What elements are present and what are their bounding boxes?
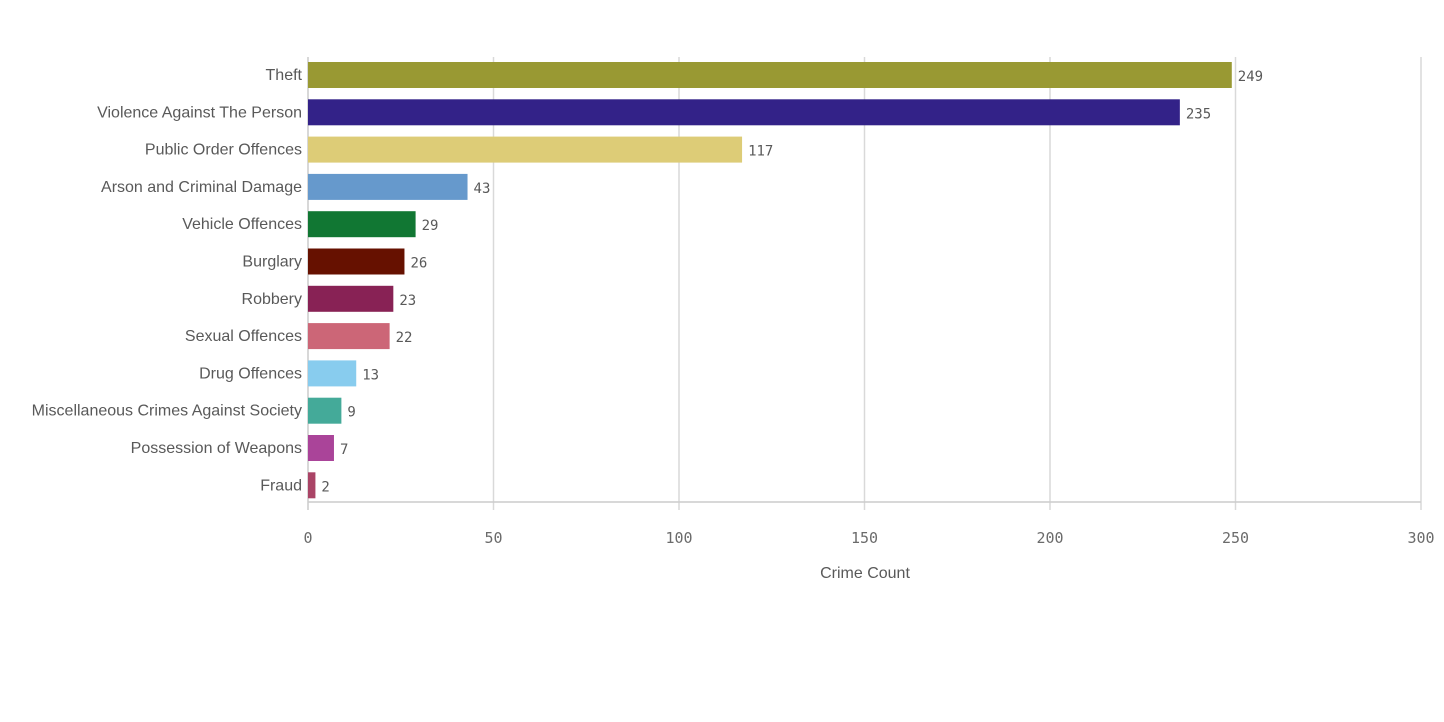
bar[interactable] (308, 397, 342, 424)
x-tick-label: 250 (1222, 529, 1249, 547)
value-label: 43 (474, 181, 491, 197)
category-label: Drug Offences (199, 365, 302, 382)
x-axis-title: Crime Count (820, 565, 910, 582)
x-tick-label: 0 (303, 529, 312, 547)
bar[interactable] (308, 211, 416, 238)
category-label: Fraud (260, 477, 302, 494)
category-label: Burglary (242, 254, 302, 271)
x-tick-label: 50 (484, 529, 502, 547)
x-tick-label: 200 (1036, 529, 1063, 547)
value-label: 29 (422, 218, 439, 234)
value-label: 2 (321, 479, 329, 495)
category-label: Miscellaneous Crimes Against Society (32, 403, 302, 420)
category-label: Possession of Weapons (131, 440, 302, 457)
value-label: 117 (748, 144, 773, 160)
category-label: Theft (266, 67, 303, 84)
bar[interactable] (308, 173, 468, 200)
x-tick-label: 300 (1407, 529, 1434, 547)
value-label: 7 (340, 442, 348, 458)
category-label: Sexual Offences (185, 328, 302, 345)
category-label: Public Order Offences (145, 142, 302, 159)
value-label: 26 (410, 256, 427, 272)
bar[interactable] (308, 99, 1180, 126)
gridlines (307, 57, 1422, 510)
bar[interactable] (308, 435, 334, 461)
x-tick-labels: 0 50 100 150 200 250 300 (303, 529, 1434, 547)
bar[interactable] (308, 323, 390, 350)
bar[interactable] (308, 62, 1232, 88)
category-label: Arson and Criminal Damage (101, 179, 302, 196)
value-label: 13 (362, 367, 379, 383)
bar[interactable] (308, 285, 394, 312)
bar[interactable] (308, 136, 743, 163)
category-label: Violence Against The Person (97, 104, 302, 121)
bars (308, 62, 1232, 499)
value-label: 22 (396, 330, 413, 346)
bar[interactable] (308, 248, 405, 275)
category-label: Vehicle Offences (182, 216, 302, 233)
value-label: 23 (399, 293, 416, 309)
value-labels: 249 235 117 43 29 26 23 22 13 9 7 2 (321, 69, 1263, 495)
category-labels: Theft Violence Against The Person Public O… (32, 67, 303, 494)
bar[interactable] (308, 472, 316, 499)
value-label: 235 (1186, 106, 1211, 122)
value-label: 9 (347, 405, 355, 421)
x-tick-label: 100 (665, 529, 692, 547)
x-tick-label: 150 (851, 529, 878, 547)
bar[interactable] (308, 360, 357, 387)
category-label: Robbery (242, 291, 302, 308)
value-label: 249 (1238, 69, 1263, 85)
